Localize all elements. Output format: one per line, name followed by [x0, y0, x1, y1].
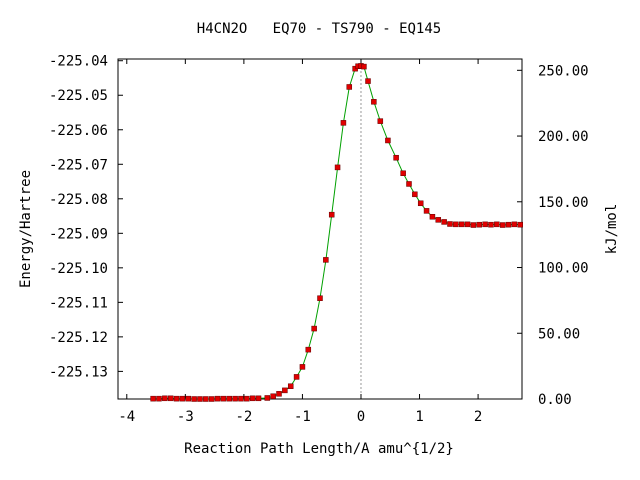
data-point: [470, 222, 477, 228]
data-point: [400, 170, 406, 177]
data-point: [276, 391, 282, 397]
data-point: [393, 154, 399, 161]
data-point: [494, 221, 500, 228]
data-point: [328, 211, 335, 218]
data-point: [385, 137, 391, 144]
y2-tick-label: 250.00: [538, 63, 589, 79]
data-point: [346, 84, 353, 90]
data-point: [488, 221, 494, 228]
x-tick-label: -1: [294, 409, 311, 425]
data-point: [406, 181, 412, 187]
data-point: [185, 395, 192, 402]
data-point: [476, 221, 483, 228]
data-point: [361, 63, 367, 70]
y2-tick-label: 50.00: [538, 326, 580, 342]
x-tick-label: -4: [118, 409, 135, 425]
data-point: [417, 200, 424, 207]
data-point: [299, 364, 306, 370]
data-point: [208, 396, 215, 402]
data-point: [244, 395, 250, 402]
y-tick-label: -225.05: [49, 88, 108, 104]
x-tick-label: 0: [357, 409, 365, 425]
y2-tick-label: 200.00: [538, 129, 589, 145]
y2-tick-label: 0.00: [538, 392, 572, 408]
data-point: [340, 120, 347, 126]
energy-curve-line: [153, 65, 521, 400]
x-tick-label: 1: [415, 409, 423, 425]
y-tick-label: -225.12: [49, 330, 108, 346]
data-point: [317, 295, 323, 301]
plot-area: -4 -3 -2 -1 0 1 2 -225.04 -225.05 -225.06 -225.07 -…: [49, 54, 589, 425]
y-tick-label: -225.10: [49, 261, 108, 277]
data-point: [305, 346, 312, 353]
data-point: [203, 396, 209, 402]
data-point: [255, 395, 262, 402]
data-point: [270, 393, 276, 399]
chart-title: H4CN2O EQ70 - TS790 - EQ145: [197, 21, 441, 37]
data-point: [435, 217, 442, 223]
data-point: [150, 395, 156, 402]
y2-tick-label: 150.00: [538, 195, 589, 211]
data-point: [156, 395, 162, 402]
data-point: [517, 221, 523, 228]
y-tick-label: -225.13: [49, 364, 108, 380]
data-point: [287, 383, 294, 389]
y2-axis-label: kJ/mol: [604, 204, 620, 255]
x-axis-label: Reaction Path Length/A amu^{1/2}: [184, 441, 454, 457]
data-point: [179, 395, 186, 402]
data-point: [226, 395, 232, 402]
data-point: [511, 221, 518, 228]
data-point: [249, 395, 256, 402]
data-point: [499, 222, 506, 228]
x-tick-label: -2: [235, 409, 252, 425]
y2-tick-label: 100.00: [538, 261, 589, 277]
y-axis-label: Energy/Hartree: [18, 170, 34, 288]
data-point: [293, 374, 300, 380]
data-point: [371, 99, 377, 105]
data-point: [238, 395, 244, 402]
data-point: [377, 118, 384, 124]
data-point: [447, 221, 453, 227]
y-tick-label: -225.07: [49, 157, 108, 173]
data-point: [464, 221, 471, 228]
data-point: [162, 395, 168, 402]
data-point: [458, 221, 465, 228]
y-tick-label: -225.08: [49, 192, 108, 208]
data-point: [282, 387, 288, 394]
plot-frame: [117, 58, 523, 400]
data-point: [334, 164, 341, 171]
y-tick-label: -225.09: [49, 226, 108, 242]
data-point: [167, 395, 174, 402]
data-point: [441, 219, 447, 225]
data-point: [220, 395, 227, 402]
data-point: [173, 395, 180, 402]
data-point: [191, 396, 197, 402]
data-point: [264, 395, 271, 401]
y-tick-label: -225.06: [49, 123, 108, 139]
data-point: [311, 325, 317, 332]
data-point: [482, 221, 488, 228]
data-point: [197, 396, 203, 402]
data-point: [412, 191, 418, 198]
y-tick-label: -225.04: [49, 54, 108, 70]
x-tick-label: -3: [177, 409, 194, 425]
data-point: [323, 257, 329, 263]
data-point: [232, 395, 238, 402]
data-point: [423, 208, 430, 214]
data-point: [505, 221, 512, 228]
y-tick-label: -225.11: [49, 295, 108, 311]
x-tick-label: 2: [474, 409, 482, 425]
data-point: [214, 395, 221, 402]
data-point: [365, 78, 371, 84]
data-point: [453, 221, 459, 228]
data-point: [429, 213, 436, 220]
